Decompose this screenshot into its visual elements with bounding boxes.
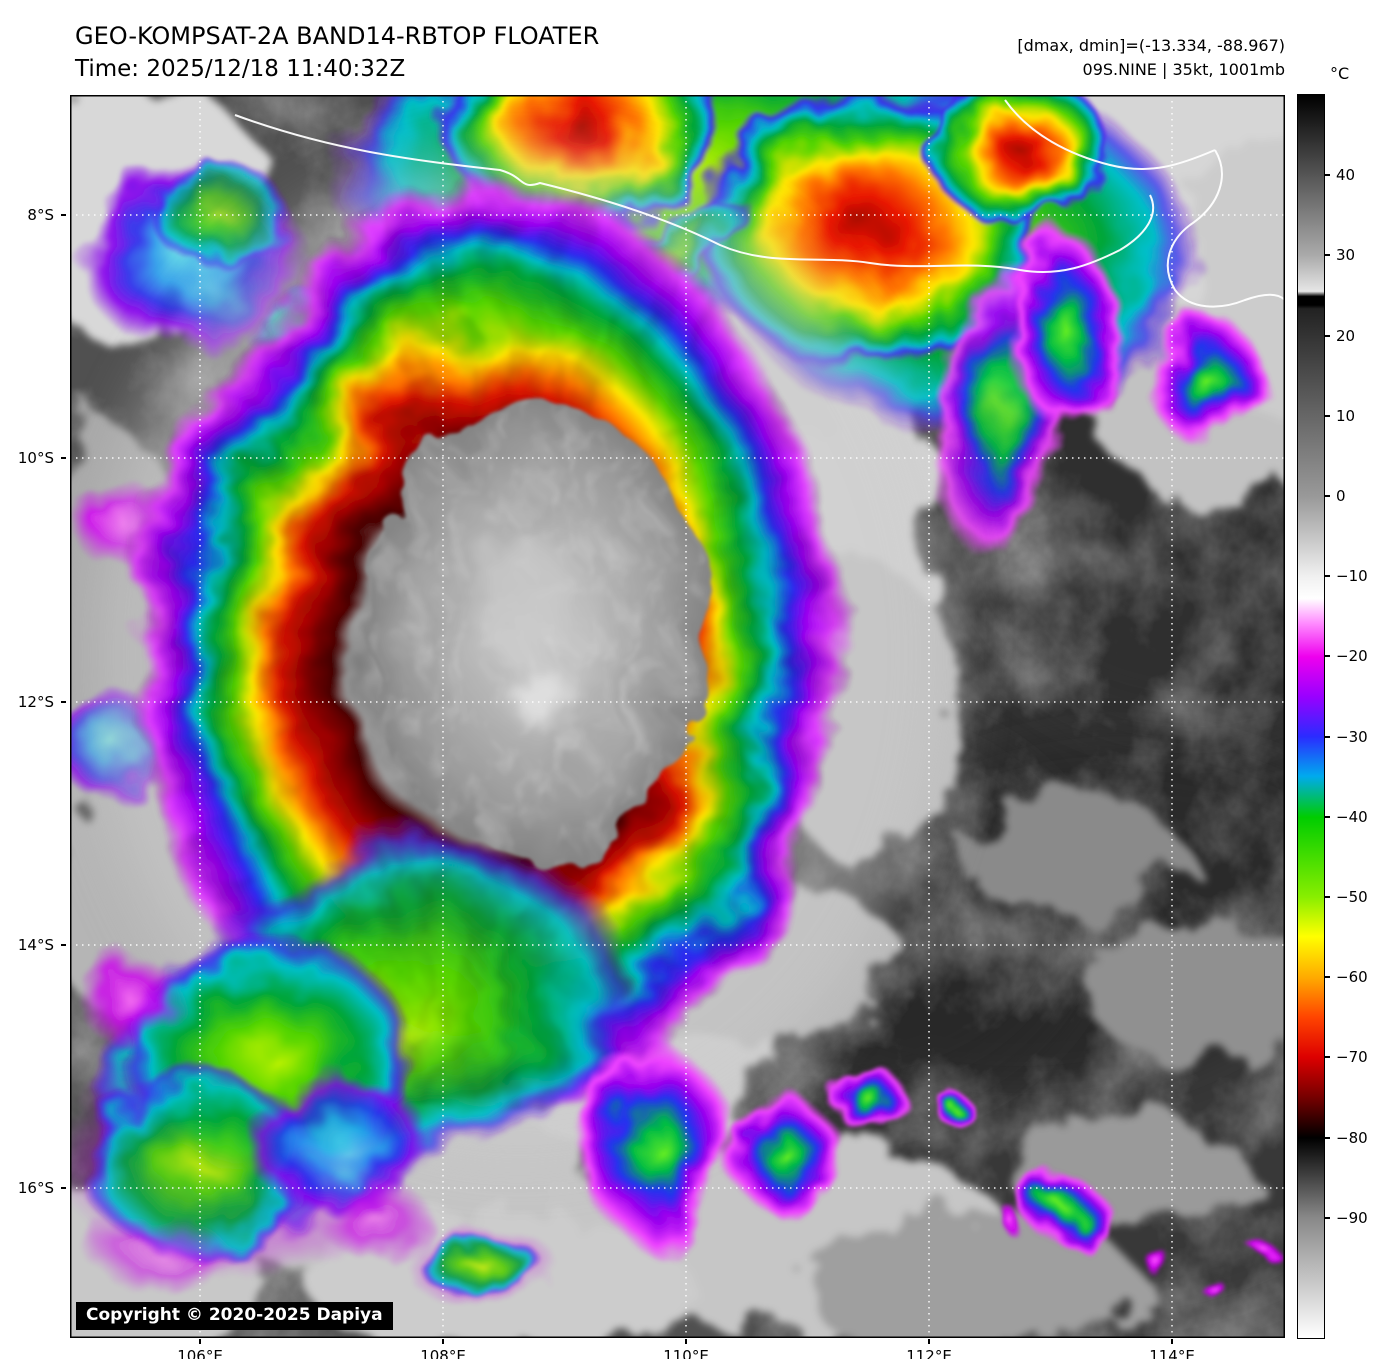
lat-tick	[61, 456, 66, 459]
lon-tick	[199, 1339, 201, 1344]
lon-label: 112°E	[906, 1347, 952, 1359]
colorbar-tick-label: 30	[1336, 246, 1356, 265]
colorbar-tick	[1325, 334, 1330, 337]
colorbar-unit: °C	[1330, 64, 1350, 83]
lon-tick	[928, 1339, 930, 1344]
colorbar-tick-label: 40	[1336, 166, 1356, 185]
colorbar-gradient	[1298, 95, 1324, 1338]
colorbar-tick	[1325, 575, 1330, 578]
lat-label: 14°S	[17, 935, 54, 954]
colorbar-tick-label: −60	[1336, 968, 1368, 987]
product-time: Time: 2025/12/18 11:40:32Z	[75, 56, 406, 82]
lat-tick	[61, 213, 66, 216]
cyclone-cdo	[366, 402, 710, 858]
latitude-axis: 8°S 10°S 12°S 14°S 16°S	[0, 95, 66, 1338]
lon-tick	[442, 1339, 444, 1344]
colorbar-tick	[1325, 815, 1330, 818]
colorbar-tick	[1325, 414, 1330, 417]
storm-info: 09S.NINE | 35kt, 1001mb	[1082, 60, 1285, 79]
copyright-badge: Copyright © 2020-2025 Dapiya	[76, 1302, 393, 1330]
lat-label: 16°S	[17, 1178, 54, 1197]
colorbar-tick-label: −10	[1336, 567, 1368, 586]
lat-label: 10°S	[17, 448, 54, 467]
map-frame	[70, 95, 1285, 1338]
dmax-dmin-readout: [dmax, dmin]=(-13.334, -88.967)	[1017, 36, 1285, 55]
colorbar-tick	[1325, 174, 1330, 177]
satellite-map: Copyright © 2020-2025 Dapiya	[70, 95, 1285, 1338]
lat-tick	[61, 943, 66, 946]
lon-tick	[1171, 1339, 1173, 1344]
colorbar-tick-label: 0	[1336, 486, 1346, 505]
graticule	[70, 95, 1285, 1338]
longitude-axis: 106°E 108°E 110°E 112°E 114°E	[70, 1339, 1285, 1359]
lon-label: 106°E	[177, 1347, 223, 1359]
colorbar-tick	[1325, 494, 1330, 497]
colorbar-axis: 40 30 20 10 0 −10 −20 −30 −40 −50 −60 −70 −80 −90	[1325, 95, 1387, 1338]
product-title: GEO-KOMPSAT-2A BAND14-RBTOP FLOATER	[75, 22, 600, 50]
lat-tick	[61, 1186, 66, 1189]
colorbar-tick-label: −40	[1336, 807, 1368, 826]
colorbar-tick-label: 20	[1336, 326, 1356, 345]
colorbar-tick-label: −80	[1336, 1128, 1368, 1147]
colorbar-tick-label: −50	[1336, 887, 1368, 906]
temperature-colorbar	[1298, 95, 1324, 1338]
colorbar-tick	[1325, 1136, 1330, 1139]
satellite-imagery	[70, 95, 1285, 1338]
colorbar-tick-label: −90	[1336, 1208, 1368, 1227]
colorbar-tick-label: −20	[1336, 647, 1368, 666]
lat-tick	[61, 700, 66, 703]
colorbar-tick	[1325, 895, 1330, 898]
lon-label: 108°E	[420, 1347, 466, 1359]
colorbar-tick	[1325, 976, 1330, 979]
lon-tick	[685, 1339, 687, 1344]
colorbar-tick-label: 10	[1336, 406, 1356, 425]
colorbar-tick	[1325, 254, 1330, 257]
colorbar-tick-label: −70	[1336, 1048, 1368, 1067]
lat-label: 8°S	[27, 205, 54, 224]
colorbar-tick	[1325, 655, 1330, 658]
lon-label: 114°E	[1149, 1347, 1195, 1359]
bottom-convection-layer	[75, 940, 1272, 1305]
colorbar-tick	[1325, 735, 1330, 738]
coastline	[234, 99, 1285, 308]
colorbar-tick	[1325, 1056, 1330, 1059]
lat-label: 12°S	[17, 692, 54, 711]
colorbar-tick-label: −30	[1336, 727, 1368, 746]
colorbar-tick	[1325, 1216, 1330, 1219]
lon-label: 110°E	[663, 1347, 709, 1359]
